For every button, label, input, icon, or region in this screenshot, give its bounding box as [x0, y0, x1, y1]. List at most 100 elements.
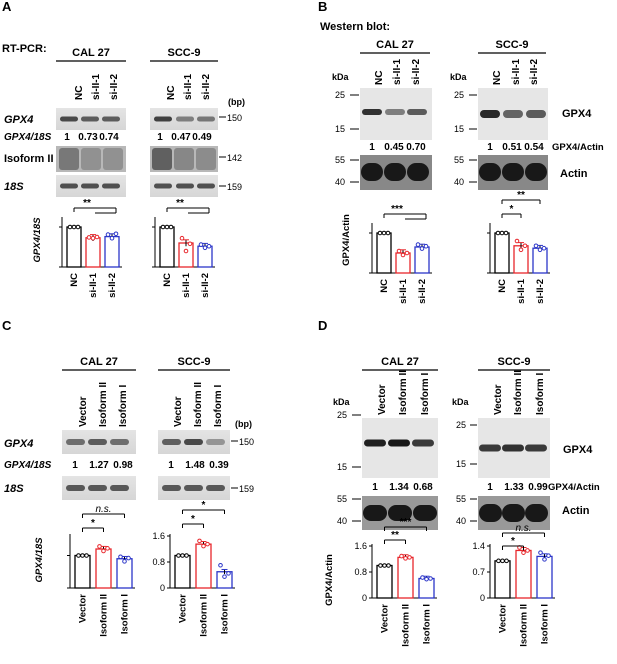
data-point: [176, 553, 181, 558]
ladder-label: 15: [456, 459, 466, 469]
kda-label: kDa: [452, 397, 470, 407]
data-point: [378, 563, 383, 568]
data-point: [218, 562, 223, 568]
ratio-label: GPX4/Actin: [548, 482, 600, 493]
sig-bracket-label: ***: [400, 517, 412, 528]
ladder-label: 40: [454, 177, 464, 187]
data-point: [222, 574, 227, 579]
lane-label: Isoform I: [213, 385, 224, 427]
gpx4-gel-scc9-band: [206, 439, 225, 445]
actin-blot-scc9-band: [502, 163, 524, 181]
actin-blot-scc9-band: [502, 504, 525, 522]
cell-line-title: CAL 27: [72, 47, 110, 59]
data-point: [160, 224, 166, 230]
data-point: [419, 246, 425, 251]
cell-line-title: SCC-9: [177, 356, 210, 368]
sig-bracket-label: *: [191, 514, 195, 525]
data-point: [542, 557, 547, 562]
ladder-label: 55: [454, 155, 464, 165]
actin-blot-cal27-band: [407, 163, 429, 181]
lane-label: Isoform II: [398, 370, 409, 415]
ratio-value: 1: [157, 132, 163, 143]
bar: [74, 554, 91, 589]
bar: [178, 242, 194, 268]
18s-gel-scc9-band: [197, 183, 215, 189]
lane-label: Vector: [173, 396, 184, 427]
sig-bracket-label: **: [176, 198, 184, 209]
lane-label: Vector: [377, 384, 388, 415]
gpx4-blot-cal27-strip: [362, 418, 438, 478]
actin-blot-scc9-band: [479, 504, 502, 522]
marker-label: 159: [227, 182, 242, 192]
lane-label: Isoform I: [420, 373, 431, 415]
category-label: si-II-1: [88, 272, 99, 298]
ladder-label: 15: [454, 124, 464, 134]
protein-label: GPX4: [562, 108, 592, 120]
row-label-18s: 18S: [4, 181, 24, 193]
gpx4-blot-cal27-band: [407, 109, 427, 115]
data-point: [495, 230, 501, 236]
lane-label: NC: [166, 86, 177, 100]
18s-gel-scc9-band: [206, 485, 225, 491]
bar: [85, 237, 101, 268]
method-label: Western blot:: [320, 21, 390, 33]
marker-label: 150: [227, 113, 242, 123]
sig-bracket-label: **: [517, 190, 525, 201]
ladder-label: 55: [456, 494, 466, 504]
data-point: [381, 230, 387, 236]
gpx4-gel-scc9-band: [184, 439, 203, 445]
lane-label: NC: [492, 71, 503, 85]
ratio-value: 0.73: [78, 132, 98, 143]
ladder-label: 15: [337, 462, 347, 472]
gpx4-blot-scc9-band: [502, 444, 524, 452]
gpx4-gel-scc9-band: [176, 116, 194, 122]
gpx4-blot-cal27-band: [364, 439, 386, 447]
data-point: [122, 559, 127, 564]
data-point: [514, 238, 520, 244]
ladder-label: 55: [335, 155, 345, 165]
marker-label: 159: [239, 484, 254, 494]
data-point: [198, 242, 204, 247]
isoform-gel-cal27-band: [59, 148, 79, 170]
ratio-value: 1: [372, 482, 378, 493]
data-point: [537, 247, 543, 253]
gpx4-blot-scc9-band: [480, 110, 500, 118]
bar: [376, 564, 393, 599]
data-point: [428, 576, 433, 581]
actin-blot-cal27-band: [384, 163, 406, 181]
actin-blot-scc9-band: [525, 504, 548, 522]
ratio-value: 1: [487, 142, 493, 153]
gpx4-gel-cal27-band: [66, 439, 85, 445]
category-label: si-II-1: [516, 278, 527, 304]
gpx4-gel-cal27-band: [60, 116, 78, 122]
category-label: Vector: [380, 604, 391, 633]
actin-blot-cal27-band: [413, 505, 437, 521]
actin-blot-scc9-band: [479, 163, 501, 181]
lane-label: NC: [74, 86, 85, 100]
category-label: Isoform II: [519, 604, 530, 647]
bar: [376, 232, 392, 274]
category-label: si-II-1: [181, 272, 192, 298]
y-axis-label: GPX4/Actin: [324, 554, 335, 606]
data-point: [386, 563, 391, 568]
gpx4-blot-cal27-band: [385, 109, 405, 115]
data-point: [71, 224, 77, 230]
bar: [95, 548, 112, 589]
row-label-18s: 18S: [4, 483, 24, 495]
ladder-label: 40: [335, 177, 345, 187]
data-point: [183, 248, 189, 254]
category-label: si-II-1: [398, 278, 409, 304]
gpx4-blot-cal27-band: [412, 439, 434, 447]
category-label: Isoform I: [540, 604, 551, 644]
y-tick-label: 0.8: [152, 557, 165, 567]
gpx4-blot-cal27-band: [362, 109, 382, 115]
gpx4-blot-scc9-band: [503, 110, 523, 118]
category-label: Isoform I: [120, 594, 131, 634]
18s-gel-cal27-band: [60, 183, 78, 189]
category-label: NC: [162, 273, 173, 287]
bar: [536, 555, 553, 599]
data-point: [206, 243, 212, 249]
sig-bracket-label: *: [510, 204, 514, 215]
data-point: [400, 252, 406, 258]
lane-label: Isoform II: [98, 382, 109, 427]
